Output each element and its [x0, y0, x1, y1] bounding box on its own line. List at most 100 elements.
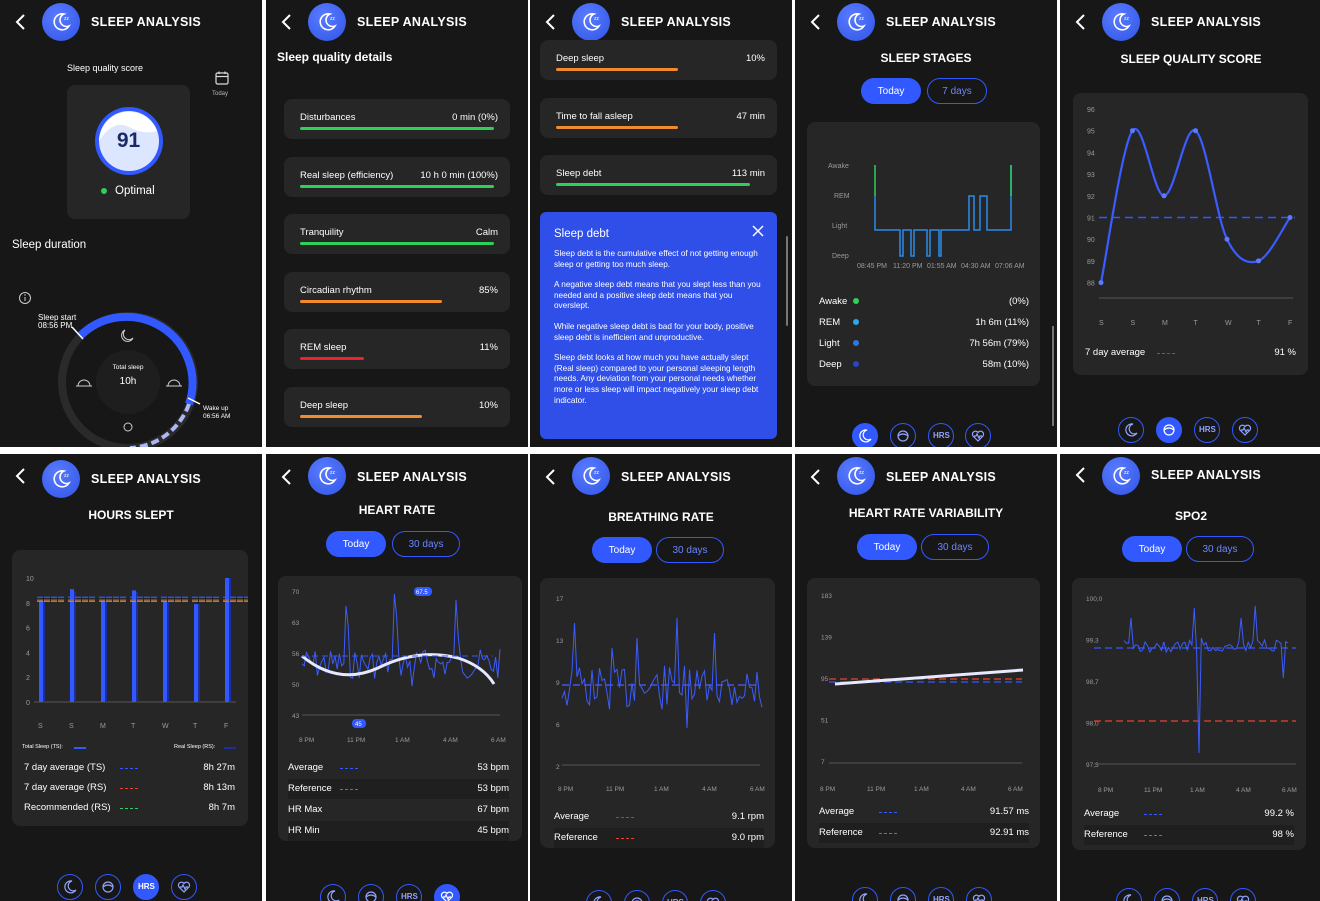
hrs-nav-button[interactable] [928, 423, 954, 447]
back-icon[interactable] [14, 12, 28, 32]
real-sleep-bar [74, 591, 76, 702]
legend-swatch [616, 817, 634, 818]
metric-value: 10 h 0 min (100%) [420, 169, 498, 181]
header: zz SLEEP ANALYSIS [0, 454, 262, 500]
legend-row: Reference 9.0 rpm [554, 828, 764, 848]
moon-nav-icon[interactable] [1118, 417, 1144, 443]
tab-today[interactable]: Today [857, 534, 917, 560]
legend-label: Average [554, 811, 590, 822]
tab-30-days[interactable]: 30 days [656, 537, 724, 563]
back-icon[interactable] [14, 466, 28, 486]
back-icon[interactable] [280, 12, 294, 32]
hours-label: Recommended (RS) [24, 802, 111, 813]
metric-card[interactable]: REM sleep 11% [284, 329, 510, 370]
scrollbar[interactable] [786, 236, 788, 326]
page-title: SLEEP STAGES [880, 51, 972, 65]
legend-label: Average [1084, 808, 1120, 819]
metric-bar [556, 68, 679, 71]
tab-30-days[interactable]: 30 days [392, 531, 460, 557]
back-icon[interactable] [1074, 465, 1088, 485]
hypnogram-chart [874, 165, 1012, 257]
back-icon[interactable] [809, 467, 823, 487]
stages-nav-icon[interactable] [358, 884, 384, 901]
bottom-nav: HRS [1060, 417, 1320, 447]
y-label: Light [832, 223, 848, 230]
heart-nav-icon[interactable] [1232, 417, 1258, 443]
heart-nav-icon [971, 430, 985, 442]
hrs-label: HRS [1199, 425, 1216, 434]
x-tick-label: 4 AM [702, 786, 717, 793]
y-tick-label: 4 [26, 650, 30, 657]
heart-nav-icon [440, 891, 454, 901]
metric-label: Deep sleep [556, 53, 605, 64]
info-icon[interactable] [18, 291, 32, 305]
tab-today[interactable]: Today [592, 537, 652, 563]
metric-card[interactable]: Circadian rhythm 85% [284, 271, 510, 312]
legend-value: 91.57 ms [989, 806, 1029, 817]
metric-card[interactable]: Disturbances 0 min (0%) [284, 99, 510, 139]
close-icon[interactable] [751, 224, 765, 238]
legend-row: HR Min 45 bpm [288, 821, 509, 841]
metric-card[interactable]: Tranquility Calm [284, 214, 510, 255]
back-icon[interactable] [544, 12, 558, 32]
stage-label: Awake [819, 296, 848, 307]
heart-nav-icon [972, 894, 986, 901]
score-card: 91 Optimal [67, 85, 190, 219]
legend-row: Reference 92.91 ms [819, 823, 1029, 843]
score-point [1098, 280, 1104, 286]
tab-today[interactable]: Today [1122, 536, 1182, 562]
hrv-line-chart: 183 139 95 51 7 8 PM 11 PM 1 AM 4 AM 6 AM [820, 593, 1024, 793]
popup-body: Sleep debt is the cumulative effect of n… [554, 249, 764, 406]
stage-value: 1h 6m (11%) [975, 317, 1029, 328]
heart-nav-icon[interactable] [171, 874, 197, 900]
metric-value: 85% [478, 284, 498, 296]
tab-today[interactable]: Today [861, 78, 921, 104]
back-icon[interactable] [1074, 12, 1088, 32]
moon-nav-icon[interactable] [57, 874, 83, 900]
tab-today[interactable]: Today [326, 531, 386, 557]
stages-nav-icon[interactable] [1156, 417, 1182, 443]
legend-row: Average 53 bpm [288, 758, 509, 778]
hours-bar-chart: 10 8 6 4 2 0 S S M T W T F [26, 576, 248, 730]
trend-line [301, 653, 496, 685]
metric-card[interactable]: Deep sleep 10% [284, 387, 510, 427]
back-icon[interactable] [544, 467, 558, 487]
hrs-label: HRS [1197, 896, 1214, 901]
x-tick-label: F [224, 723, 228, 730]
tab-30-days[interactable]: 30 days [1186, 536, 1254, 562]
metric-card[interactable]: Time to fall asleep 47 min [540, 97, 777, 138]
hrs-nav-button[interactable] [133, 874, 159, 900]
hrs-label: HRS [138, 882, 155, 891]
metric-card[interactable]: Deep sleep 10% [540, 40, 777, 80]
heart-nav-icon[interactable] [434, 884, 460, 901]
metric-card[interactable]: Real sleep (efficiency) 10 h 0 min (100%) [284, 156, 510, 197]
popup-title: Sleep debt [554, 228, 609, 240]
hrs-nav-button[interactable] [1194, 417, 1220, 443]
hrs-nav-button[interactable] [396, 884, 422, 901]
metric-value: 0 min (0%) [452, 112, 498, 123]
stages-nav-icon [631, 897, 643, 901]
x-tick-label: 1 AM [1190, 787, 1205, 794]
legend-label: Average [819, 806, 855, 817]
hrv-chart-card: 183 139 95 51 7 8 PM 11 PM 1 AM 4 AM 6 AM Average… [807, 578, 1040, 848]
scrollbar[interactable] [1052, 326, 1054, 426]
moon-nav-icon[interactable] [320, 884, 346, 901]
moon-nav-icon[interactable] [852, 423, 878, 447]
total-sleep-bar [225, 578, 229, 702]
x-tick-label: 4 AM [443, 737, 458, 744]
metric-card[interactable]: Sleep debt 113 min [540, 155, 777, 196]
app-title: SLEEP ANALYSIS [886, 470, 997, 484]
stages-nav-icon[interactable] [95, 874, 121, 900]
calendar-icon[interactable] [214, 70, 230, 86]
total-sleep-bar [101, 600, 105, 702]
stages-nav-icon[interactable] [890, 423, 916, 447]
today-label[interactable]: Today [212, 91, 229, 97]
tab-30-days[interactable]: 30 days [921, 534, 989, 560]
moon-logo-icon: zz [572, 3, 610, 41]
back-icon[interactable] [280, 467, 294, 487]
page-title: SLEEP QUALITY SCORE [1120, 52, 1262, 66]
tab-7-days[interactable]: 7 days [927, 78, 987, 104]
heart-nav-icon[interactable] [965, 423, 991, 447]
legend-label: Reference [554, 832, 598, 843]
back-icon[interactable] [809, 12, 823, 32]
